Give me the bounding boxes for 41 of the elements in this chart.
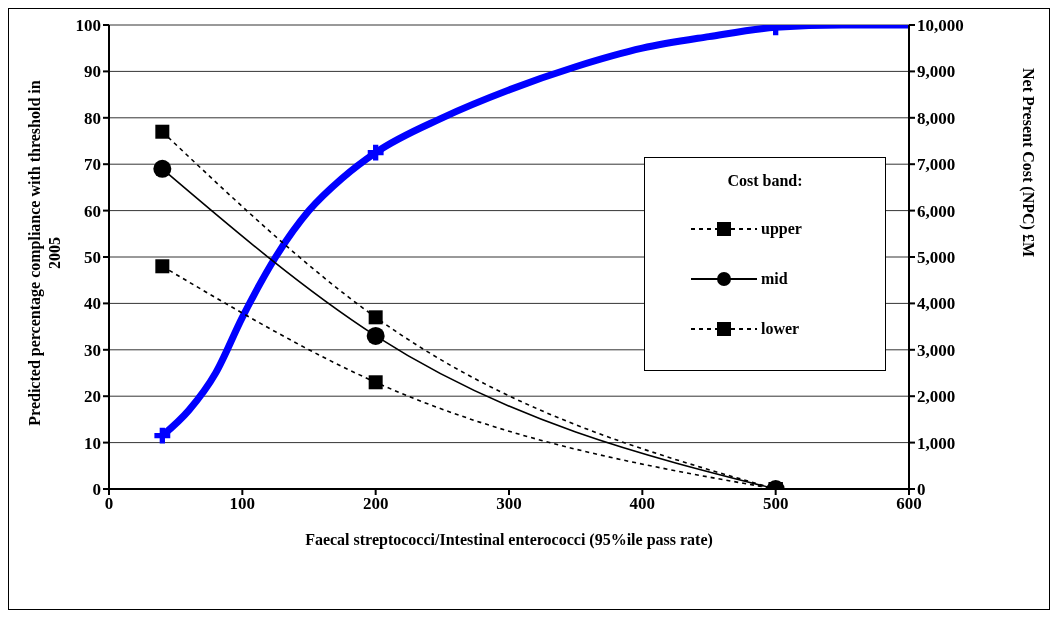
point: [368, 310, 383, 325]
x-tick-label: 0: [104, 494, 114, 514]
legend-title: Cost band:: [726, 172, 804, 190]
y2-axis-title: Net Present Cost (NPC) £M: [1019, 68, 1038, 257]
y2-tick-label: 9,000: [917, 62, 956, 82]
y2-tick-label: 7,000: [917, 155, 956, 175]
y2-tick-label: 6,000: [917, 201, 956, 221]
x-tick-label: 100: [229, 494, 256, 514]
point: [366, 326, 385, 345]
y2-tick-label: 3,000: [917, 340, 956, 360]
y2-tick-label: 4,000: [917, 294, 956, 314]
point: [153, 159, 172, 178]
point: [368, 375, 383, 390]
y-tick-label: 30: [84, 340, 101, 360]
y2-tick-label: 1,000: [917, 433, 956, 453]
y-tick-label: 80: [84, 108, 101, 128]
x-tick-label: 200: [362, 494, 389, 514]
point: [155, 259, 170, 274]
y2-tick-label: 8,000: [917, 108, 956, 128]
y-tick-label: 20: [84, 387, 101, 407]
x-axis-title: Faecal streptococci/Intestinal enterococci (95%ile pass rate): [305, 531, 713, 549]
y-tick-label: 100: [75, 16, 101, 36]
x-tick-label: 400: [629, 494, 656, 514]
x-tick-label: 300: [496, 494, 522, 514]
y-tick-label: 0: [92, 480, 101, 500]
y-tick-label: 60: [84, 201, 101, 221]
y2-tick-label: 10,000: [917, 16, 964, 36]
x-tick-label: 500: [762, 494, 789, 514]
y-tick-label: 40: [84, 294, 101, 314]
x-tick-label: 600: [896, 494, 922, 514]
y-tick-label: 90: [84, 62, 101, 82]
y-axis-title: Predicted percentage compliance with threshold in 2005: [25, 79, 64, 428]
legend-label: mid: [761, 270, 788, 288]
point: [155, 124, 170, 139]
y2-tick-label: 2,000: [917, 387, 956, 407]
legend-label: lower: [761, 320, 800, 338]
legend-label: upper: [761, 220, 802, 238]
y2-tick-label: 5,000: [917, 248, 956, 268]
y-tick-label: 50: [84, 248, 101, 268]
y-tick-label: 10: [84, 433, 101, 453]
y-tick-label: 70: [84, 155, 101, 175]
